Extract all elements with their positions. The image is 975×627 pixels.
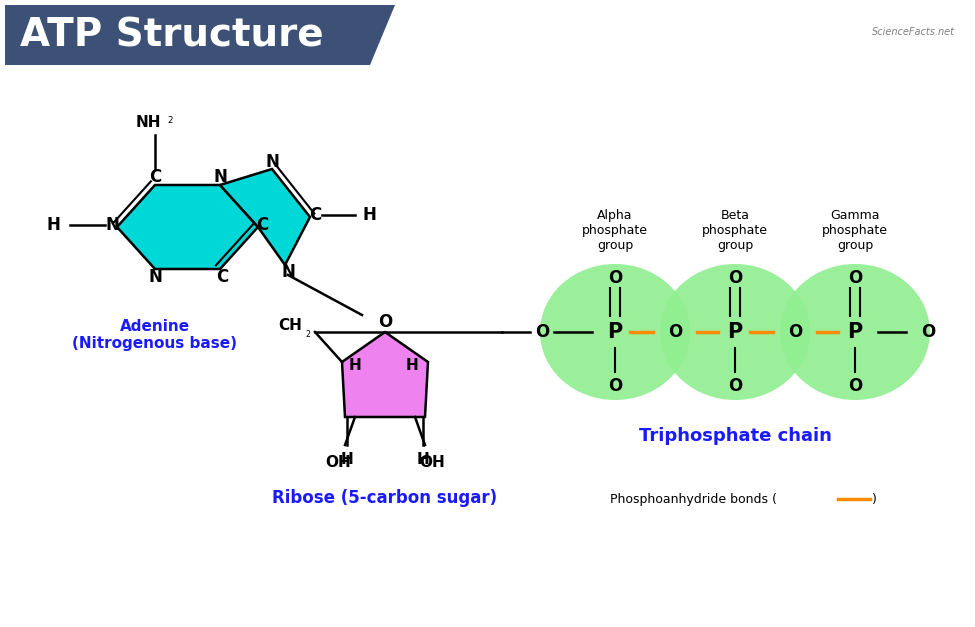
Ellipse shape [660, 264, 810, 400]
Text: P: P [727, 322, 743, 342]
Text: P: P [847, 322, 863, 342]
Text: $_2$: $_2$ [167, 112, 174, 125]
Text: O: O [378, 313, 392, 331]
Polygon shape [220, 169, 310, 265]
Text: O: O [535, 323, 549, 341]
Text: N: N [281, 263, 294, 281]
Text: O: O [788, 323, 802, 341]
Text: O: O [728, 377, 742, 395]
Text: H: H [46, 216, 60, 234]
Text: ATP Structure: ATP Structure [20, 16, 324, 54]
Text: O: O [668, 323, 682, 341]
Text: C: C [309, 206, 321, 224]
Text: Gamma
phosphate
group: Gamma phosphate group [822, 209, 888, 252]
Text: H: H [340, 452, 353, 467]
Ellipse shape [780, 264, 930, 400]
Text: Ribose (5-carbon sugar): Ribose (5-carbon sugar) [272, 489, 497, 507]
Text: H: H [406, 357, 418, 372]
Text: ScienceFacts.net: ScienceFacts.net [872, 27, 955, 37]
Text: P: P [607, 322, 623, 342]
Text: Adenine
(Nitrogenous base): Adenine (Nitrogenous base) [72, 319, 238, 351]
Polygon shape [117, 185, 258, 269]
Polygon shape [342, 332, 428, 417]
Text: N: N [214, 168, 227, 186]
Text: O: O [848, 269, 862, 287]
Text: Triphosphate chain: Triphosphate chain [639, 427, 832, 445]
Text: Beta
phosphate
group: Beta phosphate group [702, 209, 768, 252]
Text: N: N [265, 153, 279, 171]
Polygon shape [5, 5, 395, 65]
Text: O: O [728, 269, 742, 287]
Text: $_2$: $_2$ [305, 329, 311, 341]
Text: OH: OH [325, 455, 351, 470]
Text: C: C [255, 216, 268, 234]
Text: H: H [349, 357, 362, 372]
Text: OH: OH [419, 455, 445, 470]
Text: H: H [362, 206, 376, 224]
Ellipse shape [540, 264, 690, 400]
Text: N: N [148, 268, 162, 286]
Text: Phosphoanhydride bonds (: Phosphoanhydride bonds ( [610, 492, 777, 505]
Text: NH: NH [136, 115, 161, 130]
Text: O: O [848, 377, 862, 395]
Text: CH: CH [278, 317, 302, 332]
Text: O: O [920, 323, 935, 341]
Text: N: N [105, 216, 119, 234]
Text: H: H [416, 452, 429, 467]
Text: O: O [607, 377, 622, 395]
Text: C: C [215, 268, 228, 286]
Text: ): ) [872, 492, 877, 505]
Text: Alpha
phosphate
group: Alpha phosphate group [582, 209, 648, 252]
Text: O: O [607, 269, 622, 287]
Text: C: C [149, 168, 161, 186]
